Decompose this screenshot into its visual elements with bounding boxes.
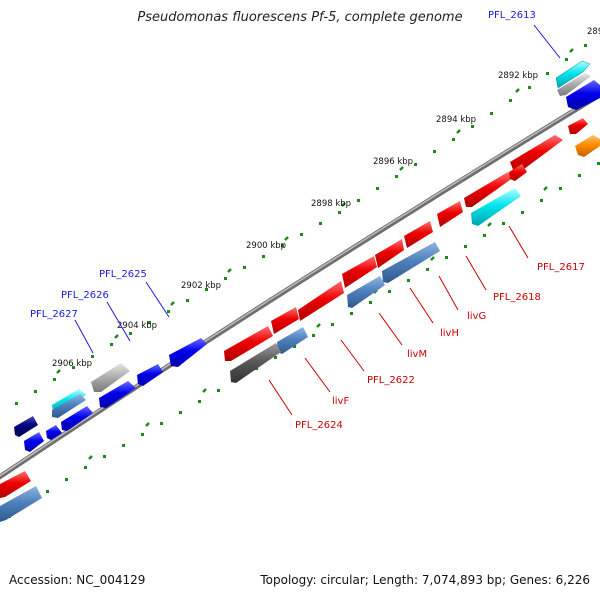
scale-label-2906: 2906 kbp xyxy=(52,359,92,369)
scale-label-2892: 2892 kbp xyxy=(498,71,538,81)
map-title: Pseudomonas fluorescens Pf-5, complete g… xyxy=(137,10,463,25)
gene-blue-left-2 xyxy=(137,364,163,386)
gene-grey-pfl-2626 xyxy=(91,363,130,392)
gene-label-pfl-2622: PFL_2622 xyxy=(367,375,415,386)
gene-red-pfl-2617c xyxy=(437,201,463,227)
gene-label-pfl-2627: PFL_2627 xyxy=(30,309,78,320)
forward-label-leaders xyxy=(74,24,561,354)
gene-label-pfl-2626: PFL_2626 xyxy=(61,290,109,301)
gene-red-right-2 xyxy=(509,164,527,181)
gene-orange-right xyxy=(575,135,600,157)
gene-label-livh: livH xyxy=(440,328,459,339)
forward-genes xyxy=(14,60,600,452)
gene-blue-left-4 xyxy=(61,406,93,431)
gene-label-pfl-2617: PFL_2617 xyxy=(537,262,585,273)
gene-dark-pfl-2624 xyxy=(230,343,281,383)
genome-backbone xyxy=(0,91,600,480)
gene-red-livf xyxy=(271,307,299,334)
topology-label: Topology: circular; Length: 7,074,893 bp… xyxy=(260,573,590,587)
gene-steel-bottom-left xyxy=(0,486,42,522)
scale-label-2894: 2894 kbp xyxy=(436,115,476,125)
outer-tick-dashes xyxy=(56,48,574,374)
gene-red-pfl-2624 xyxy=(224,326,273,361)
outer-tick-dots xyxy=(15,44,587,405)
inner-tick-dots xyxy=(8,162,600,518)
gene-blue-left-6 xyxy=(24,432,44,452)
gene-steel-livm xyxy=(347,276,385,308)
gene-label-livm: livM xyxy=(407,349,427,360)
gene-red-pfl-2617a xyxy=(510,135,563,172)
reverse-label-leaders xyxy=(268,225,529,416)
scale-labels: 2890 kbp 2892 kbp 2894 kbp 2896 kbp 2898… xyxy=(52,27,600,369)
reverse-gene-labels: PFL_2617 PFL_2618 livG livH livM PFL_262… xyxy=(295,262,585,431)
scale-label-2900: 2900 kbp xyxy=(246,241,286,251)
gene-blue-left-3 xyxy=(99,381,136,408)
gene-label-pfl-2624: PFL_2624 xyxy=(295,420,343,431)
accession-label: Accession: NC_004129 xyxy=(9,573,146,587)
gene-label-livg: livG xyxy=(467,311,486,322)
gene-red-pfl-2617b xyxy=(464,172,514,207)
gene-red-livm xyxy=(342,256,377,288)
gene-label-livf: livF xyxy=(332,396,349,407)
gene-navy-left xyxy=(14,416,38,437)
scale-label-2902: 2902 kbp xyxy=(181,281,221,291)
gene-blue-pfl-2625 xyxy=(169,338,207,367)
gene-blue-left-5 xyxy=(46,425,62,440)
scale-label-2890: 2890 kbp xyxy=(587,27,600,37)
gene-red-livh xyxy=(375,239,404,268)
gene-steel-left xyxy=(52,394,86,418)
gene-red-pfl-2622 xyxy=(298,281,344,321)
gene-red-livg xyxy=(404,221,433,248)
forward-gene-labels: PFL_2613 PFL_2625 PFL_2626 PFL_2627 xyxy=(30,10,536,320)
gene-grey-top-right xyxy=(557,73,591,96)
gene-label-pfl-2618: PFL_2618 xyxy=(493,292,541,303)
gene-steel-livg xyxy=(382,242,440,283)
gene-label-pfl-2613: PFL_2613 xyxy=(488,10,536,21)
gene-steel-livf xyxy=(277,327,308,354)
scale-label-2904: 2904 kbp xyxy=(117,321,157,331)
gene-label-pfl-2625: PFL_2625 xyxy=(99,269,147,280)
gene-red-bottom-left xyxy=(0,471,31,498)
scale-label-2898: 2898 kbp xyxy=(311,199,351,209)
gene-red-top-1 xyxy=(568,118,588,134)
gene-cyan-pfl-2613 xyxy=(555,60,591,89)
scale-label-2896: 2896 kbp xyxy=(373,157,413,167)
gene-cyan-pfl-2617 xyxy=(471,188,521,226)
gene-blue-top-right xyxy=(566,80,600,110)
reverse-genes xyxy=(0,135,600,522)
